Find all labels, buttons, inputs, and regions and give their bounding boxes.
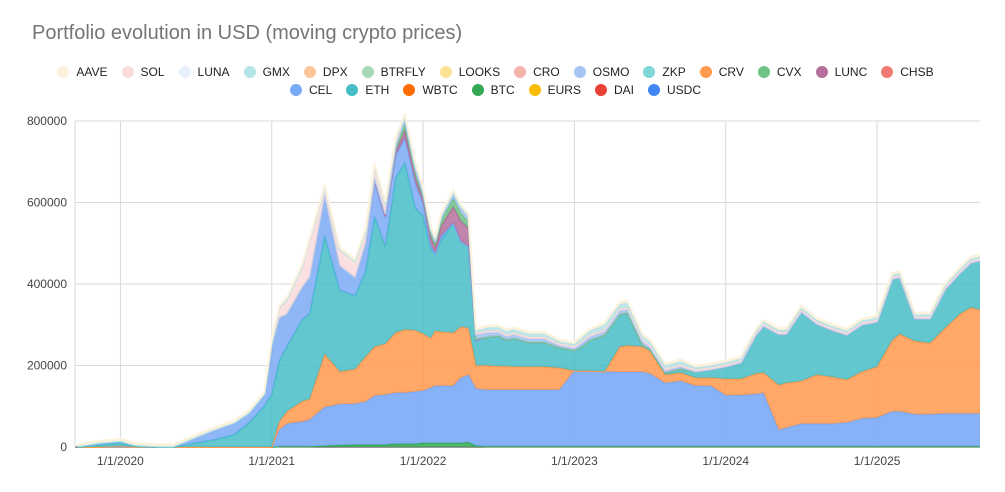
legend-label: CVX [776,65,802,79]
legend-label: CRO [533,65,560,79]
x-tick-label: 1/1/2025 [854,454,901,468]
legend-item-lunc: LUNC [815,65,868,79]
legend-item-zkp: ZKP [643,65,686,79]
legend-item-luna: LUNA [178,65,230,79]
area-crv [78,307,980,447]
legend-label: DPX [322,65,348,79]
legend-label: OSMO [592,65,630,79]
legend-swatch [121,66,134,78]
legend-swatch [289,84,302,96]
y-tick-label: 200000 [27,359,67,373]
area-eth [78,162,980,447]
y-tick-label: 400000 [27,277,67,291]
legend-item-eurs: EURS [528,83,581,97]
legend-swatch [178,66,191,78]
area-layers [77,112,981,448]
legend-row-1: AAVE SOL LUNA GMX DPX BTRFLY LOOKS CRO OSMO ZKP CR… [0,63,1005,81]
legend-row-2: CEL ETH WBTC BTC EURS DAI USDC [0,81,1005,99]
x-tick-label: 1/1/2023 [551,454,598,468]
legend-swatch [528,84,541,96]
legend-swatch [881,66,894,78]
legend-swatch [699,66,712,78]
legend-label: CRV [718,65,744,79]
legend-item-osmo: OSMO [573,65,630,79]
legend-item-chsb: CHSB [881,65,934,79]
legend-item-btc: BTC [471,83,515,97]
legend-label: WBTC [422,83,458,97]
legend-swatch [361,66,374,78]
legend-label: DAI [613,83,634,97]
legend-label: ZKP [662,65,686,79]
legend-item-cel: CEL [289,83,333,97]
legend-label: CHSB [900,65,934,79]
y-tick-label: 600000 [27,196,67,210]
legend-item-btrfly: BTRFLY [361,65,426,79]
legend-item-usdc: USDC [648,83,701,97]
legend-item-sol: SOL [121,65,165,79]
legend-label: AAVE [76,65,108,79]
legend-swatch [439,66,452,78]
legend-item-cvx: CVX [757,65,802,79]
legend-label: BTRFLY [380,65,426,79]
legend-swatch [243,66,256,78]
legend-label: BTC [490,83,515,97]
legend-item-dpx: DPX [303,65,348,79]
legend-swatch [757,66,770,78]
y-tick-label: 800000 [27,114,67,128]
legend-item-dai: DAI [594,83,634,97]
x-tick-label: 1/1/2022 [400,454,447,468]
chart-title: Portfolio evolution in USD (moving crypt… [32,22,463,44]
legend-swatch [57,66,70,78]
legend-label: EURS [547,83,581,97]
legend-swatch [471,84,484,96]
legend-swatch [643,66,656,78]
legend-swatch [815,66,828,78]
legend-swatch [573,66,586,78]
line-aave [77,112,981,446]
legend-label: LUNC [834,65,868,79]
legend-swatch [648,84,660,96]
legend-label: LUNA [197,65,230,79]
x-tick-label: 1/1/2020 [97,454,144,468]
legend-item-crv: CRV [699,65,744,79]
y-tick-label: 0 [60,440,67,454]
legend-label: USDC [667,83,702,97]
legend-label: LOOKS [458,65,501,79]
legend-swatch [303,66,316,78]
x-tick-label: 1/1/2024 [702,454,749,468]
legend-item-eth: ETH [346,83,389,97]
legend-item-cro: CRO [514,65,560,79]
legend-item-wbtc: WBTC [403,83,458,97]
legend-swatch [403,84,416,96]
legend-item-gmx: GMX [243,65,290,79]
legend-item-aave: AAVE [57,65,108,79]
legend-label: SOL [140,65,165,79]
legend-label: ETH [365,83,390,97]
legend-label: CEL [308,83,333,97]
legend-swatch [346,84,359,96]
area-cel [78,370,980,447]
x-tick-label: 1/1/2021 [248,454,295,468]
legend-label: GMX [262,65,290,79]
legend-swatch [514,66,527,78]
legend-item-looks: LOOKS [439,65,501,79]
legend-swatch [594,84,607,96]
